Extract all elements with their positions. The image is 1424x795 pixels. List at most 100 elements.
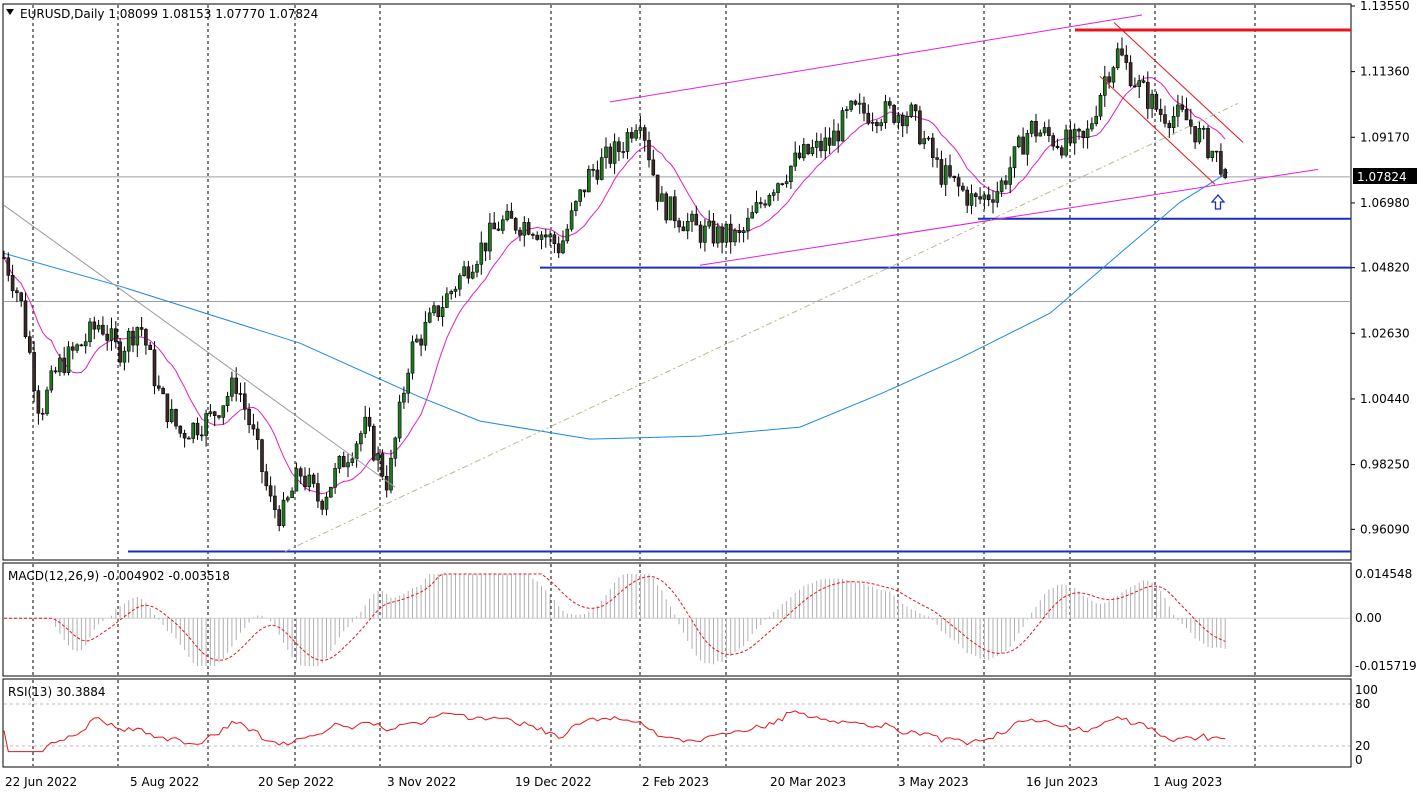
- current-price-tag: [1353, 168, 1417, 184]
- candle-body: [664, 193, 669, 221]
- candle-body: [857, 102, 862, 105]
- candle-body: [1047, 127, 1051, 136]
- x-tick-label: 3 May 2023: [898, 775, 969, 789]
- candle-body: [995, 191, 1000, 203]
- candle-body: [83, 341, 88, 347]
- candle-body: [328, 486, 333, 498]
- candle-body: [1133, 85, 1137, 88]
- candle-body: [784, 181, 789, 185]
- candle-body: [930, 137, 935, 158]
- candle-body: [470, 271, 475, 279]
- candle-body: [1016, 136, 1021, 148]
- candle-body: [221, 405, 226, 418]
- candle-body: [371, 425, 376, 461]
- dropdown-arrow-icon[interactable]: [6, 9, 14, 15]
- candle-body: [316, 483, 320, 502]
- candle-body: [53, 370, 58, 373]
- candle-body: [586, 168, 591, 193]
- candle-body: [492, 222, 497, 230]
- candle-body: [2, 257, 6, 259]
- candle-body: [853, 100, 858, 105]
- candle-body: [427, 312, 432, 323]
- ma-slow-line: [3, 171, 1229, 440]
- y-tick-label: 1.09170: [1360, 130, 1410, 144]
- candle-body: [40, 412, 45, 415]
- candle-body: [96, 324, 101, 330]
- candle-body: [419, 338, 423, 346]
- candle-body: [612, 141, 617, 164]
- candle-body: [991, 199, 995, 203]
- candle-body: [165, 393, 170, 423]
- candle-body: [10, 275, 15, 292]
- candle-body: [217, 415, 221, 418]
- candle-body: [260, 439, 264, 472]
- candle-body: [234, 377, 238, 394]
- candle-body: [350, 458, 355, 463]
- candle-body: [36, 390, 41, 414]
- candle-body: [161, 388, 165, 395]
- candle-body: [27, 336, 32, 353]
- rsi-series: [3, 710, 1226, 753]
- candle-body: [118, 341, 122, 363]
- y-tick-label: 0.96090: [1360, 522, 1410, 536]
- candle-body: [307, 474, 312, 488]
- candle-body: [629, 132, 634, 139]
- x-tick-label: 20 Sep 2022: [258, 775, 334, 789]
- candle-body: [225, 396, 230, 406]
- candle-body: [105, 333, 109, 341]
- candle-body: [1128, 62, 1133, 87]
- candle-body: [608, 146, 613, 164]
- trendlines[interactable]: [3, 14, 1319, 552]
- candle-body: [436, 305, 441, 317]
- candle-body: [1051, 135, 1055, 147]
- candle-body: [19, 292, 24, 302]
- candle-body: [823, 137, 828, 152]
- candle-body: [1210, 150, 1215, 158]
- candle-body: [771, 192, 776, 196]
- candle-body: [965, 189, 970, 206]
- rsi-tick-label: 0: [1355, 753, 1363, 767]
- candle-body: [1085, 128, 1090, 138]
- candle-body: [341, 456, 346, 468]
- candle-body: [999, 180, 1004, 192]
- candle-body: [277, 509, 282, 526]
- candle-body: [449, 291, 454, 295]
- candle-body: [88, 321, 92, 343]
- candle-body: [866, 112, 871, 124]
- candle-body: [1012, 146, 1017, 169]
- candle-body: [303, 475, 307, 488]
- candle-body: [638, 127, 643, 131]
- candle-body: [634, 130, 638, 139]
- candle-body: [986, 194, 991, 201]
- candle-body: [801, 144, 806, 159]
- down-channel-lower: [1099, 76, 1216, 185]
- candle-body: [376, 453, 380, 461]
- candle-body: [1098, 95, 1103, 117]
- candle-body: [1081, 130, 1086, 138]
- candle-body: [195, 422, 200, 436]
- candle-body: [191, 422, 195, 439]
- macd-label: MACD(12,26,9) -0.004902 -0.003518: [8, 569, 230, 583]
- candle-body: [255, 428, 260, 440]
- candle-body: [952, 175, 957, 179]
- candle-body: [1206, 128, 1210, 158]
- candle-body: [750, 212, 755, 219]
- candle-body: [943, 165, 948, 185]
- macd-signal-line: [4, 573, 1226, 661]
- candle-body: [1214, 150, 1219, 153]
- candle-body: [122, 350, 127, 363]
- candle-body: [238, 393, 243, 395]
- candle-body: [720, 226, 724, 243]
- candle-body: [509, 210, 514, 219]
- candle-body: [1223, 169, 1227, 178]
- candle-body: [445, 293, 449, 308]
- candle-body: [690, 213, 694, 222]
- candle-body: [561, 240, 565, 254]
- candle-body: [556, 243, 561, 254]
- candle-body: [961, 185, 965, 191]
- candle-body: [625, 132, 630, 152]
- candle-body: [397, 401, 402, 439]
- candle-body: [655, 174, 660, 202]
- candle-body: [1094, 115, 1098, 124]
